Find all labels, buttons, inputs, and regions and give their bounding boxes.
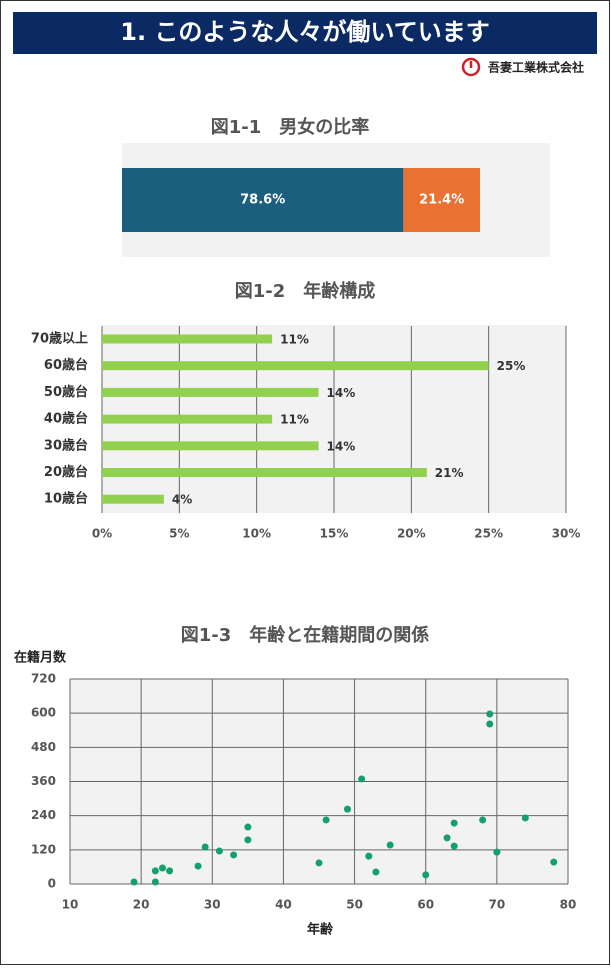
scatter-point <box>358 775 366 783</box>
chart-title: 図1-2 年齢構成 <box>235 280 376 302</box>
scatter-point <box>386 841 394 849</box>
y-tick-label: 20歳台 <box>44 464 88 480</box>
y-tick-label: 10歳台 <box>44 491 88 507</box>
y-tick-label: 30歳台 <box>44 437 88 453</box>
x-tick-label: 30% <box>552 527 581 541</box>
x-axis-label: 年齢 <box>307 922 334 938</box>
scatter-point <box>151 867 159 875</box>
scatter-point <box>151 878 159 886</box>
data-label: 25% <box>497 359 526 373</box>
scatter-point <box>194 862 202 870</box>
x-tick-label: 80 <box>560 898 577 912</box>
data-label: 11% <box>280 413 309 427</box>
bar <box>102 387 319 397</box>
scatter-point <box>244 823 252 831</box>
scatter-point <box>244 836 252 844</box>
x-tick-label: 70 <box>489 898 506 912</box>
x-tick-label: 25% <box>474 527 503 541</box>
data-label: 21.4% <box>419 193 464 208</box>
bar <box>102 334 273 344</box>
scatter-point <box>130 878 138 886</box>
data-label: 4% <box>172 493 192 507</box>
scatter-point <box>315 859 323 867</box>
y-tick-label: 600 <box>31 706 56 720</box>
bar <box>102 441 319 451</box>
y-tick-label: 120 <box>31 842 56 856</box>
scatter-point <box>166 867 174 875</box>
scatter-point <box>215 847 223 855</box>
y-tick-label: 360 <box>31 774 56 788</box>
x-tick-label: 5% <box>169 527 189 541</box>
scatter-point <box>486 720 494 728</box>
scatter-point <box>343 805 351 813</box>
bar <box>102 414 273 424</box>
scatter-point <box>422 871 430 879</box>
scatter-point <box>322 816 330 824</box>
bar <box>102 494 164 504</box>
scatter-point <box>372 868 380 876</box>
chart-title: 図1-3 年齢と在籍期間の関係 <box>181 624 430 646</box>
data-label: 11% <box>280 333 309 347</box>
company: 吾妻工業株式会社 <box>488 60 584 75</box>
bar <box>102 468 427 477</box>
scatter-point <box>201 843 209 851</box>
y-tick-label: 720 <box>31 672 56 686</box>
scatter-point <box>443 834 451 842</box>
bar <box>102 361 489 371</box>
y-axis-label: 在籍月数 <box>14 650 67 666</box>
x-tick-label: 40 <box>275 898 292 912</box>
x-tick-label: 30 <box>204 898 221 912</box>
data-label: 14% <box>327 386 356 400</box>
bar-segment <box>403 168 480 232</box>
y-tick-label: 70歳以上 <box>31 331 88 347</box>
y-tick-label: 60歳台 <box>44 357 88 373</box>
header-title: 1. このような人々が働いています <box>120 18 489 46</box>
bar-segment <box>122 168 404 232</box>
y-tick-label: 40歳台 <box>44 411 88 427</box>
x-tick-label: 0% <box>92 527 112 541</box>
chart-title: 図1-1 男女の比率 <box>211 116 370 138</box>
x-tick-label: 15% <box>320 527 349 541</box>
scatter-point <box>493 848 501 856</box>
scatter-point <box>230 851 238 859</box>
logo <box>461 57 481 77</box>
data-label: 21% <box>435 466 464 480</box>
scatter-point <box>521 814 529 822</box>
y-tick-label: 0 <box>48 877 56 891</box>
scatter-point <box>450 819 458 827</box>
y-tick-label: 480 <box>31 740 56 754</box>
data-label: 78.6% <box>240 193 285 208</box>
x-tick-label: 10 <box>62 898 79 912</box>
data-label: 14% <box>327 439 356 453</box>
scatter-point <box>550 858 558 866</box>
x-tick-label: 60 <box>417 898 434 912</box>
scatter-point <box>479 816 487 824</box>
scatter-point <box>365 852 373 860</box>
y-tick-label: 240 <box>31 808 56 822</box>
x-tick-label: 20% <box>397 527 426 541</box>
header-bar <box>13 12 597 54</box>
scatter-point <box>450 842 458 850</box>
x-tick-label: 50 <box>346 898 363 912</box>
x-tick-label: 20 <box>133 898 150 912</box>
scatter-point <box>158 864 166 872</box>
y-tick-label: 50歳台 <box>44 384 88 400</box>
x-tick-label: 10% <box>242 527 271 541</box>
scatter-point <box>486 710 494 718</box>
